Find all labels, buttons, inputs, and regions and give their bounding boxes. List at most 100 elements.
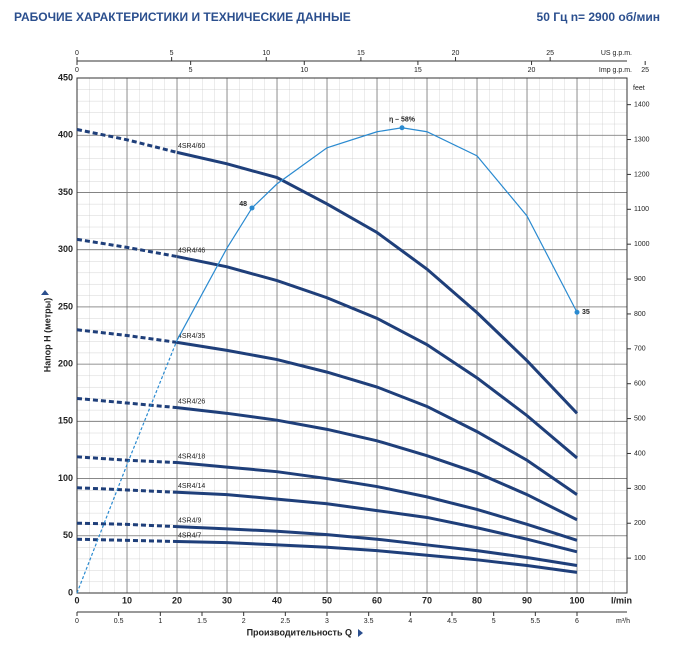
arrow xyxy=(358,629,363,637)
y-tick-label: 450 xyxy=(58,72,73,82)
curve-dashed xyxy=(76,237,178,259)
y-tick-label: 300 xyxy=(58,244,73,254)
y2-tick-label: 1200 xyxy=(634,171,650,178)
plot-frame xyxy=(76,77,628,594)
us-unit: US g.p.m. xyxy=(601,50,632,57)
subtitle: 50 Гц n= 2900 об/мин xyxy=(537,10,660,24)
curve xyxy=(176,150,579,415)
y-axis-label: Напор H (метры) xyxy=(42,298,52,373)
curve-label: 4SR4/18 xyxy=(178,453,205,460)
curve xyxy=(176,255,578,460)
curve-dashed xyxy=(76,328,178,344)
curve xyxy=(176,525,578,568)
us-tick-label: 25 xyxy=(546,50,554,57)
x2-tick-label: 3.5 xyxy=(364,618,374,625)
x-axis-label: Производительность Q xyxy=(247,627,352,637)
y2-tick-label: 700 xyxy=(634,346,646,353)
curve-dashed xyxy=(76,521,178,529)
efficiency-point xyxy=(574,309,580,315)
x-tick-label: 80 xyxy=(472,595,482,605)
imp-tick-label: 0 xyxy=(75,67,79,74)
y-tick-label: 200 xyxy=(58,358,73,368)
efficiency-label: 48 xyxy=(239,201,247,208)
y-tick-label: 400 xyxy=(58,130,73,140)
y2-tick-label: 100 xyxy=(634,555,646,562)
x2-tick-label: 1 xyxy=(158,618,162,625)
x-tick-label: 20 xyxy=(172,595,182,605)
y-tick-label: 350 xyxy=(58,187,73,197)
efficiency-point xyxy=(249,205,255,211)
y2-tick-label: 400 xyxy=(634,450,646,457)
y2-tick-label: 300 xyxy=(634,485,646,492)
x-tick-label: 0 xyxy=(74,595,79,605)
curve-dashed xyxy=(76,455,178,465)
curve xyxy=(176,490,578,554)
x2-tick-label: 2 xyxy=(242,618,246,625)
y-tick-label: 150 xyxy=(58,416,73,426)
x2-tick-label: 6 xyxy=(575,618,579,625)
x-tick-label: 30 xyxy=(222,595,232,605)
curve xyxy=(176,461,578,542)
x2-tick-label: 3 xyxy=(325,618,329,625)
us-tick-label: 20 xyxy=(452,50,460,57)
y2-tick-label: 600 xyxy=(634,381,646,388)
imp-tick-label: 10 xyxy=(300,67,308,74)
efficiency-point xyxy=(399,125,405,131)
y-tick-label: 100 xyxy=(58,473,73,483)
x2-tick-label: 4 xyxy=(408,618,412,625)
y-tick-label: 250 xyxy=(58,301,73,311)
us-tick-label: 0 xyxy=(75,50,79,57)
x2-tick-label: 5.5 xyxy=(530,618,540,625)
curve-dashed xyxy=(76,396,178,410)
y2-tick-label: 1300 xyxy=(634,136,650,143)
curve xyxy=(176,406,578,522)
x-tick-label: 90 xyxy=(522,595,532,605)
y2-tick-label: 500 xyxy=(634,415,646,422)
imp-tick-label: 20 xyxy=(528,67,536,74)
x-tick-label: 10 xyxy=(122,595,132,605)
x-tick-label: 40 xyxy=(272,595,282,605)
imp-tick-label: 25 xyxy=(641,67,649,74)
y2-tick-label: 900 xyxy=(634,276,646,283)
y2-unit: feet xyxy=(633,85,645,92)
minor-grid xyxy=(77,78,627,593)
us-tick-label: 5 xyxy=(170,50,174,57)
x2-tick-label: 2.5 xyxy=(280,618,290,625)
curve-label: 4SR4/60 xyxy=(178,143,205,150)
curve-label: 4SR4/46 xyxy=(178,247,205,254)
x-tick-label: 60 xyxy=(372,595,382,605)
y-tick-label: 0 xyxy=(68,587,73,597)
us-tick-label: 10 xyxy=(262,50,270,57)
efficiency xyxy=(176,127,578,341)
x-unit: l/min xyxy=(611,595,632,605)
x-tick-label: 50 xyxy=(322,595,332,605)
chart-title: РАБОЧИЕ ХАРАКТЕРИСТИКИ И ТЕХНИЧЕСКИЕ ДАН… xyxy=(14,10,351,24)
us-tick-label: 15 xyxy=(357,50,365,57)
x2-tick-label: 5 xyxy=(492,618,496,625)
imp-unit: Imp g.p.m. xyxy=(599,67,632,74)
curve-label: 4SR4/35 xyxy=(178,333,205,340)
imp-tick-label: 15 xyxy=(414,67,422,74)
x2-tick-label: 0 xyxy=(75,618,79,625)
efficiency-label: η – 58% xyxy=(389,117,416,124)
y2-tick-label: 800 xyxy=(634,311,646,318)
y2-tick-label: 200 xyxy=(634,520,646,527)
y2-tick-label: 1400 xyxy=(634,101,650,108)
imp-tick-label: 5 xyxy=(189,67,193,74)
efficiency-dashed xyxy=(76,340,178,594)
y-tick-label: 50 xyxy=(63,530,73,540)
arrow xyxy=(41,290,49,295)
x-tick-label: 70 xyxy=(422,595,432,605)
curve-dashed xyxy=(76,537,178,543)
curve-label: 4SR4/9 xyxy=(178,517,201,524)
curve xyxy=(176,540,578,574)
x-tick-label: 100 xyxy=(569,595,584,605)
x2-unit: m³/h xyxy=(616,618,630,625)
curve xyxy=(176,340,578,496)
y2-tick-label: 1100 xyxy=(634,206,649,213)
x2-tick-label: 1.5 xyxy=(197,618,207,625)
curve-dashed xyxy=(76,486,178,494)
curve-label: 4SR4/7 xyxy=(178,532,201,539)
curve-label: 4SR4/14 xyxy=(178,483,205,490)
